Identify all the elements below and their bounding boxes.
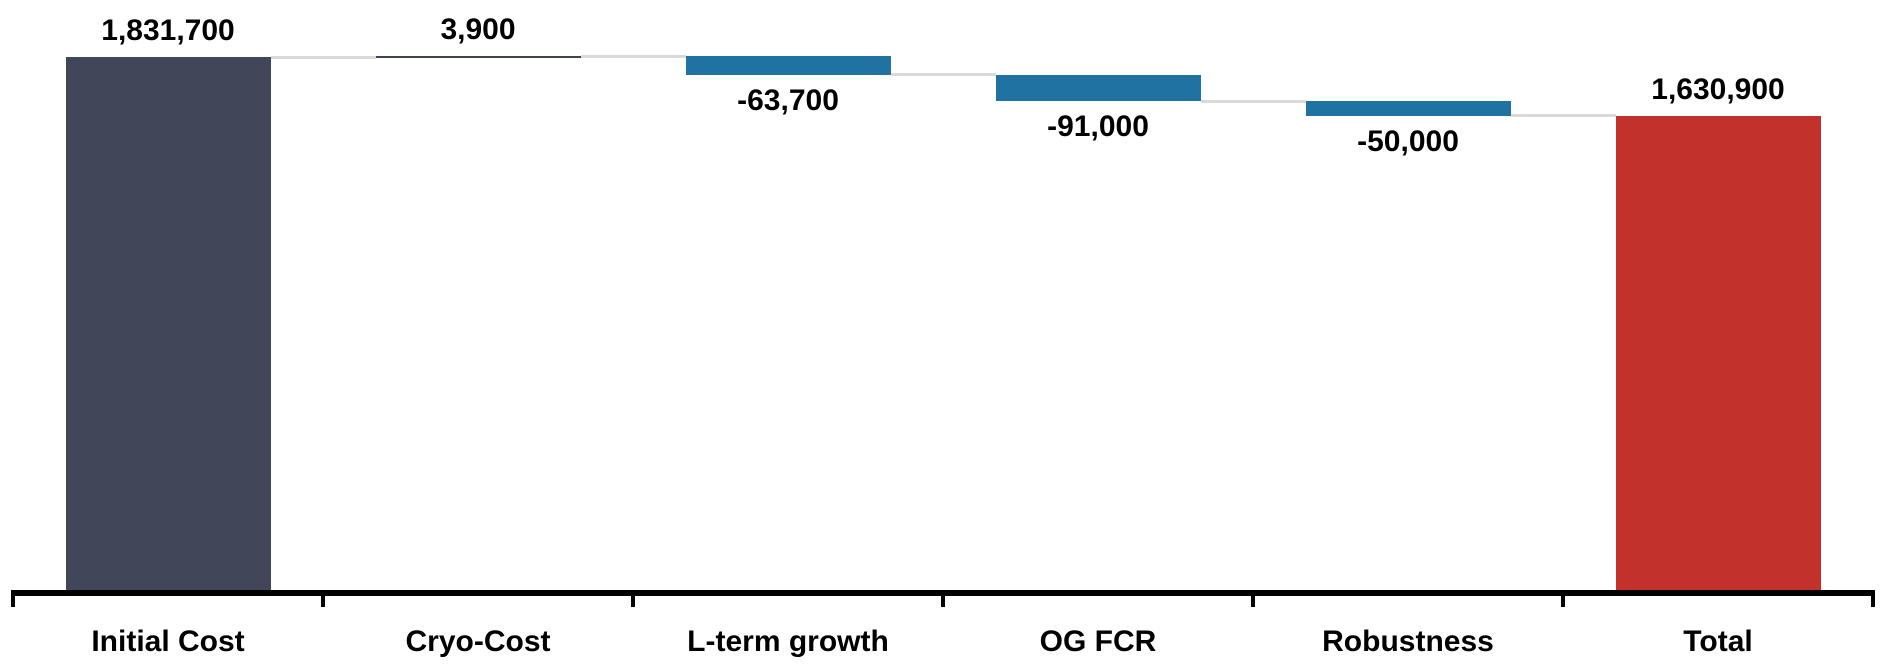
x-axis-label-cryo-cost: Cryo-Cost [405, 625, 551, 658]
value-label: -91,000 [1047, 110, 1149, 143]
bar-robustness [1305, 101, 1511, 116]
value-label: -50,000 [1357, 124, 1459, 158]
connector-line [270, 55, 376, 59]
bar-l-term-growth [685, 56, 891, 75]
x-axis-label-total: Total [1683, 625, 1753, 658]
x-axis-tick [11, 590, 15, 607]
bar-total [1615, 115, 1821, 590]
connector-line [1510, 114, 1616, 118]
bar-cryo-cost [375, 56, 581, 58]
x-axis-tick [321, 590, 325, 607]
x-axis-tick [631, 590, 635, 607]
x-axis-label-initial-cost: Initial Cost [91, 625, 245, 658]
value-label: 3,900 [440, 13, 516, 46]
value-label: 1,831,700 [101, 14, 235, 48]
x-axis-label-robustness: Robustness [1322, 625, 1494, 658]
x-axis-tick [941, 590, 945, 607]
x-axis-label-l-term-growth: L-term growth [687, 625, 889, 658]
value-label: -63,700 [737, 83, 839, 117]
x-axis-label-og-fcr: OG FCR [1039, 625, 1157, 658]
bar-initial-cost [65, 57, 271, 590]
x-axis-tick [1561, 590, 1565, 607]
connector-line [1200, 99, 1306, 103]
x-axis-tick [1871, 590, 1875, 607]
x-axis-tick [1251, 590, 1255, 607]
connector-line [580, 54, 686, 58]
value-label: 1,630,900 [1651, 72, 1785, 106]
connector-line [890, 73, 996, 77]
bar-og-fcr [995, 74, 1201, 101]
